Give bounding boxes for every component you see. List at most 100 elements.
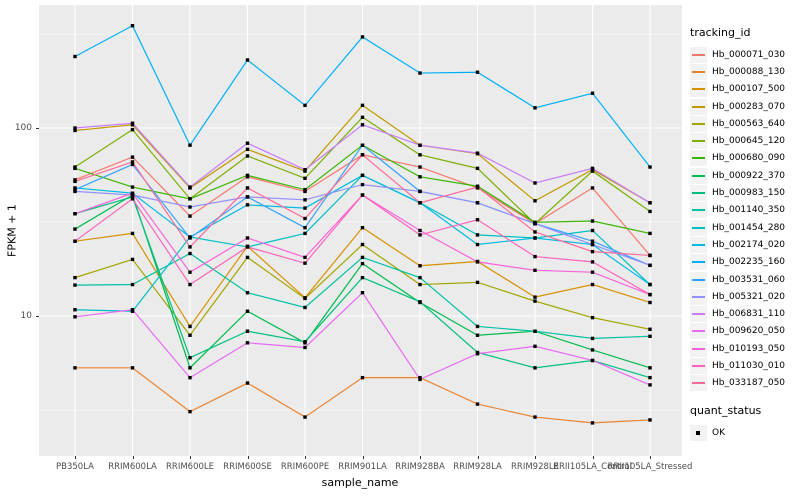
- data-point: [73, 275, 77, 280]
- data-point: [475, 70, 480, 74]
- data-point: [73, 315, 77, 319]
- data-point: [418, 233, 422, 237]
- plot-canvas: [39, 5, 682, 456]
- data-point: [130, 155, 135, 159]
- data-point: [533, 329, 537, 333]
- x-tick-label: RRII105LA_Stressed: [607, 462, 693, 472]
- legend-item-Hb_011030_010: Hb_011030_010: [690, 357, 800, 374]
- data-point: [360, 225, 365, 230]
- data-point: [245, 195, 250, 199]
- data-point: [648, 300, 652, 305]
- legend-key: [690, 46, 707, 63]
- legend-key-line-icon: [692, 157, 705, 160]
- legend-key-line-icon: [692, 192, 705, 195]
- x-tick-mark: [305, 456, 306, 459]
- data-point: [303, 415, 307, 419]
- data-point: [130, 160, 135, 164]
- legend-item-Hb_002235_160: Hb_002235_160: [690, 254, 800, 271]
- data-point: [590, 282, 595, 287]
- legend-item-Hb_000563_640: Hb_000563_640: [690, 115, 800, 132]
- data-point: [130, 257, 135, 262]
- y-axis-title: FPKM + 1: [5, 204, 19, 257]
- legend-label: Hb_000645_120: [712, 136, 786, 147]
- legend-label: OK: [712, 427, 725, 438]
- data-point: [303, 231, 307, 236]
- legend-label: Hb_000088_130: [712, 66, 786, 77]
- legend-key: [690, 323, 707, 340]
- legend-item-Hb_003531_060: Hb_003531_060: [690, 271, 800, 288]
- legend-label: Hb_003531_060: [712, 274, 786, 285]
- data-point: [590, 260, 595, 264]
- x-tick-mark: [477, 456, 479, 459]
- data-point: [475, 185, 480, 189]
- legend-label: Hb_001454_280: [712, 222, 786, 233]
- data-point: [245, 236, 250, 240]
- data-point: [590, 91, 595, 95]
- data-point: [73, 186, 77, 190]
- legend-key-line-icon: [692, 88, 705, 91]
- data-point: [590, 239, 595, 243]
- x-tick-label: RRIM600LA: [108, 462, 157, 472]
- legend-key: [690, 115, 707, 132]
- legend-key: [690, 202, 707, 219]
- x-axis-title: sample_name: [321, 476, 399, 489]
- data-point: [590, 315, 595, 320]
- legend-key: [690, 150, 707, 167]
- legend-label: Hb_005321_020: [712, 291, 786, 302]
- data-point: [533, 268, 537, 273]
- legend-item-Hb_000283_070: Hb_000283_070: [690, 98, 800, 115]
- data-point: [590, 249, 595, 254]
- legend-item-Hb_002174_020: Hb_002174_020: [690, 236, 800, 253]
- data-point: [73, 179, 77, 184]
- legend-key: [690, 219, 707, 236]
- data-point: [418, 189, 422, 194]
- x-tick-label: RRII105LA_Control: [553, 462, 632, 472]
- data-point: [648, 263, 652, 268]
- data-point: [73, 308, 77, 312]
- data-point: [418, 165, 422, 169]
- legend-label: Hb_002174_020: [712, 239, 786, 250]
- data-point: [245, 245, 250, 249]
- data-point: [188, 251, 192, 256]
- legend-label: Hb_000071_030: [712, 49, 786, 60]
- data-point: [533, 415, 537, 419]
- data-point: [130, 195, 135, 199]
- legend-key: [690, 98, 707, 115]
- legend-key-line-icon: [692, 209, 705, 212]
- x-tick-mark: [75, 456, 76, 459]
- data-point: [188, 409, 192, 414]
- data-point: [303, 189, 307, 194]
- legend-item-Hb_009620_050: Hb_009620_050: [690, 323, 800, 340]
- data-point: [648, 334, 652, 338]
- data-point: [590, 219, 595, 223]
- data-point: [130, 127, 135, 132]
- legend-item-Hb_005321_020: Hb_005321_020: [690, 288, 800, 305]
- data-point: [188, 185, 192, 189]
- legend-items: Hb_000071_030 Hb_000088_130 Hb_000107_500 H…: [690, 46, 800, 392]
- legend-label: Hb_000563_640: [712, 118, 786, 129]
- data-point: [475, 402, 480, 406]
- x-tick-label: RRIM600LE: [166, 462, 214, 472]
- legend-label: Hb_000983_150: [712, 188, 786, 199]
- data-point: [245, 329, 250, 333]
- legend-key-line-icon: [692, 382, 705, 385]
- data-point: [245, 173, 250, 178]
- data-point: [303, 225, 307, 230]
- legend-item-quant-status-ok: OK: [690, 424, 800, 441]
- data-point: [475, 201, 480, 205]
- legend-item-Hb_001454_280: Hb_001454_280: [690, 219, 800, 236]
- data-point: [188, 356, 192, 360]
- legend-label: Hb_010193_050: [712, 343, 786, 354]
- data-point: [245, 141, 250, 145]
- legend-key-line-icon: [692, 347, 705, 350]
- data-point: [475, 324, 480, 329]
- data-point: [130, 185, 135, 189]
- data-point: [73, 212, 77, 216]
- data-point: [648, 209, 652, 214]
- legend-key: [690, 63, 707, 80]
- legend-key: [690, 288, 707, 305]
- data-point: [475, 233, 480, 237]
- data-point: [360, 375, 365, 380]
- x-tick-mark: [132, 456, 134, 459]
- legend-item-Hb_000922_370: Hb_000922_370: [690, 167, 800, 184]
